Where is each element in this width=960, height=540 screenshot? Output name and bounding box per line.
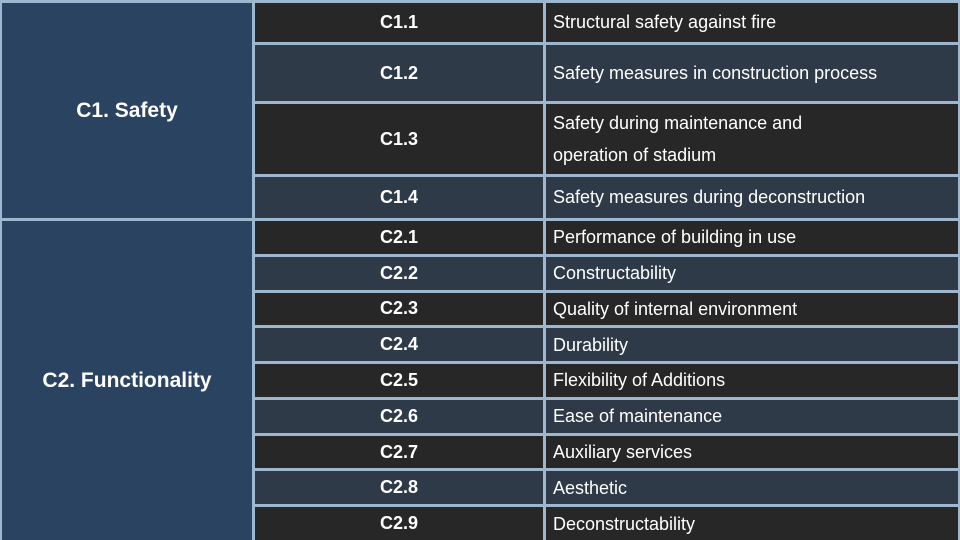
description-cell-c1-4: Safety measures during deconstruction [546, 177, 958, 218]
description-cell-c2-1: Performance of building in use [546, 221, 958, 254]
group-label-c2-functionality: C2. Functionality [2, 221, 252, 540]
code-cell-c2-2: C2.2 [255, 256, 543, 290]
group-label-c1-safety: C1. Safety [2, 3, 252, 218]
description-cell-c1-3: Safety during maintenance and operation … [546, 104, 958, 174]
description-cell-c1-2: Safety measures in construction process [546, 45, 958, 101]
description-cell-c1-1: Structural safety against fire [546, 3, 958, 42]
code-cell-c2-9: C2.9 [255, 507, 543, 540]
description-cell-c2-7: Auxiliary services [546, 435, 958, 469]
description-cell-c2-2: Constructability [546, 256, 958, 290]
code-cell-c1-4: C1.4 [255, 177, 543, 218]
code-cell-c2-5: C2.5 [255, 364, 543, 397]
code-cell-c2-1: C2.1 [255, 221, 543, 254]
code-cell-c2-3: C2.3 [255, 292, 543, 326]
code-cell-c2-8: C2.8 [255, 471, 543, 505]
description-cell-c2-8: Aesthetic [546, 471, 958, 505]
description-cell-c2-9: Deconstructability [546, 507, 958, 540]
code-cell-c1-1: C1.1 [255, 3, 543, 42]
code-cell-c2-4: C2.4 [255, 328, 543, 362]
code-cell-c2-6: C2.6 [255, 399, 543, 433]
description-cell-c2-5: Flexibility of Additions [546, 364, 958, 397]
description-cell-c2-6: Ease of maintenance [546, 399, 958, 433]
code-cell-c1-2: C1.2 [255, 45, 543, 101]
code-cell-c1-3: C1.3 [255, 104, 543, 174]
description-cell-c2-4: Durability [546, 328, 958, 362]
description-cell-c2-3: Quality of internal environment [546, 292, 958, 326]
code-cell-c2-7: C2.7 [255, 435, 543, 469]
